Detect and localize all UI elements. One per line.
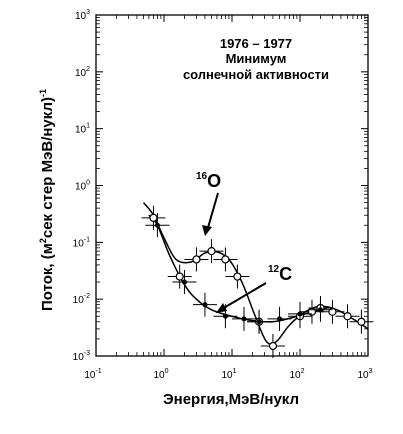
x-axis-title: Энергия,МэВ/нукл: [163, 391, 299, 408]
annotation-solar-activity: солнечной активности: [183, 67, 329, 82]
data-point-O: [225, 264, 250, 289]
y-tick-label: 100: [75, 180, 90, 193]
arrow-O-shaft: [206, 192, 219, 232]
label-arrows: [202, 192, 267, 313]
arrow-C-head: [216, 303, 227, 313]
data-points: [141, 205, 374, 358]
y-tick-label: 10-3: [73, 350, 90, 363]
data-point-C: [231, 306, 256, 331]
x-tick-label: 102: [289, 368, 304, 381]
arrow-C-shaft: [221, 282, 267, 310]
data-point-C: [247, 309, 272, 334]
y-tick-label: 102: [75, 66, 90, 79]
x-tick-label: 101: [221, 368, 236, 381]
series-label-carbon: 12C: [268, 264, 292, 284]
y-tick-label: 101: [75, 123, 90, 136]
data-point-O: [349, 309, 374, 334]
x-axis-ticks: 10-1 100 101 102 103: [84, 15, 373, 381]
data-point-O: [335, 304, 360, 329]
data-point-O: [167, 264, 192, 289]
data-point-O: [260, 333, 285, 358]
x-tick-label: 103: [357, 368, 372, 381]
y-tick-label: 10-2: [73, 293, 90, 306]
x-tick-label: 100: [153, 368, 168, 381]
y-axis-ticks: 10-3 10-2 10-1 100 101 102 103: [73, 9, 368, 363]
data-point-O: [141, 205, 166, 230]
y-tick-label: 103: [75, 9, 90, 22]
arrow-O-head: [202, 225, 212, 236]
annotation-minimum: Минимум: [226, 51, 287, 66]
data-point-C: [145, 213, 170, 238]
data-point-C: [192, 292, 217, 317]
data-point-O: [320, 299, 345, 324]
y-axis-title: Поток, (м2сек стер МэВ/нукл)-1: [38, 89, 56, 311]
data-point-C: [308, 297, 333, 322]
series-label-oxygen: 16O: [196, 171, 221, 191]
fit-curve-C: [148, 214, 328, 323]
x-tick-label: 10-1: [84, 368, 101, 381]
data-point-C: [267, 306, 292, 331]
data-point-O: [184, 247, 209, 272]
data-point-O: [213, 247, 238, 272]
y-tick-label: 10-1: [73, 236, 90, 249]
annotation-years: 1976 – 1977: [220, 36, 292, 51]
data-point-O: [199, 239, 224, 264]
data-point-C: [172, 270, 197, 295]
data-point-C: [288, 301, 312, 326]
